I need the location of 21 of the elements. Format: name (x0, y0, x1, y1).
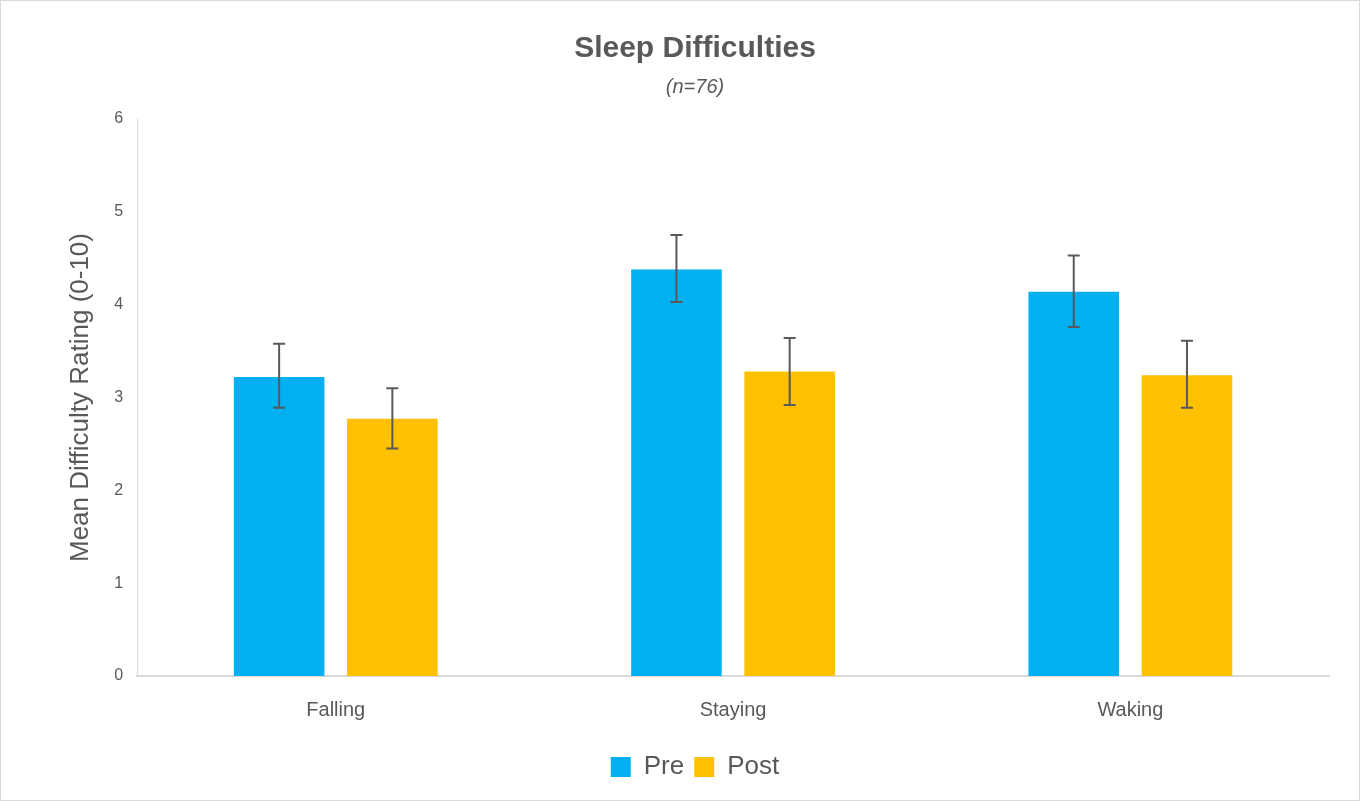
bar (233, 377, 325, 676)
y-tick-label: 3 (114, 387, 124, 405)
y-tick-label: 2 (114, 480, 124, 498)
chart-subtitle: (n=76) (665, 74, 725, 97)
bar (744, 371, 835, 676)
bar (1028, 291, 1120, 676)
chart-title: Sleep Difficulties (574, 30, 816, 64)
y-axis-title: Mean Difficulty Rating (0-10) (63, 233, 94, 562)
y-tick-label: 1 (114, 573, 124, 591)
y-tick-label: 5 (114, 202, 124, 220)
legend-label: Post (727, 750, 781, 781)
legend-label: Pre (643, 750, 685, 781)
y-tick-label: 0 (114, 666, 124, 684)
y-tick-label: 4 (114, 295, 124, 313)
y-tick-label: 6 (114, 109, 124, 127)
x-tick-label: Waking (1097, 697, 1164, 720)
bar (631, 269, 722, 676)
x-tick-label: Falling (306, 697, 366, 720)
bar (1141, 375, 1233, 676)
x-tick-label: Staying (699, 697, 767, 720)
bar (347, 418, 438, 676)
